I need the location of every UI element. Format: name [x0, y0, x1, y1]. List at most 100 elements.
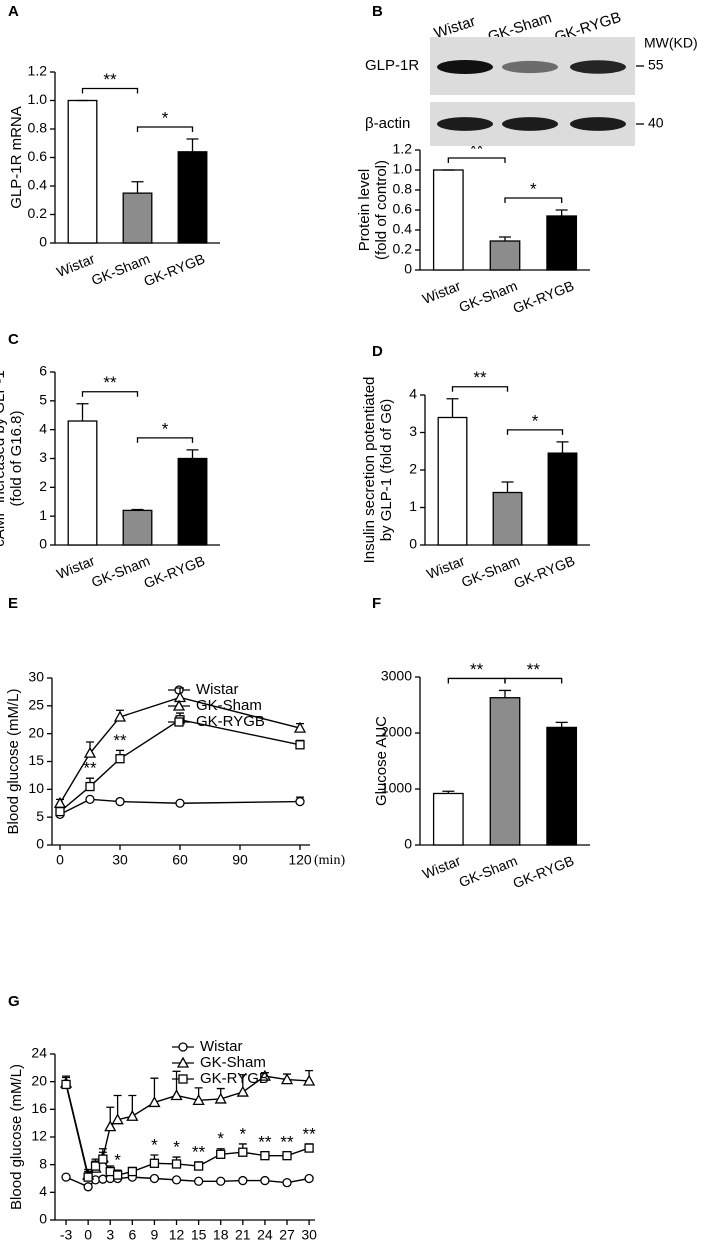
y-tick-label: 1.0: [28, 91, 48, 107]
x-tick-label: GK-Sham: [89, 552, 152, 590]
y-tick-label: 0.6: [28, 148, 48, 164]
marker: [61, 1079, 71, 1090]
significance-bracket: [506, 429, 564, 435]
bar: [122, 509, 153, 546]
y-tick-label: 25: [28, 697, 44, 713]
marker: [83, 1172, 93, 1182]
marker: [193, 1161, 204, 1171]
y-tick-label: 5: [39, 392, 47, 408]
marker: [193, 1176, 204, 1186]
bar: [177, 457, 208, 546]
y-tick-label: 1000: [381, 780, 412, 796]
significance-bracket: [504, 197, 563, 203]
error-bar: [555, 721, 568, 728]
significance-label: **: [83, 759, 97, 778]
marker: [111, 1113, 124, 1125]
y-axis-label: Blood glucose (mM/L): [5, 689, 22, 835]
panel-letter: G: [8, 993, 20, 1010]
significance-bracket: [504, 677, 563, 684]
y-axis-label: Protein level: [356, 169, 373, 252]
blot-band: [570, 117, 626, 131]
significance-bracket: [136, 437, 194, 443]
legend-marker: [176, 1056, 190, 1068]
y-tick-label: 6: [39, 363, 47, 379]
marker: [236, 1085, 249, 1097]
significance-label: *: [532, 411, 539, 430]
band-label: GLP-1R: [365, 57, 419, 74]
y-tick-label: 0: [39, 536, 47, 552]
y-tick-label: 0: [409, 536, 417, 552]
marker: [175, 798, 185, 808]
marker: [216, 1149, 226, 1159]
x-tick-label: GK-RYGB: [511, 552, 577, 591]
x-tick-label: GK-Sham: [459, 552, 522, 590]
x-axis-label: (min): [314, 853, 345, 868]
y-tick-label: 5: [36, 808, 44, 824]
marker: [304, 1143, 314, 1153]
marker: [55, 806, 65, 817]
y-tick-label: 16: [31, 1100, 47, 1116]
significance-bracket: [447, 157, 506, 163]
bar: [546, 726, 578, 846]
marker: [85, 781, 95, 792]
x-tick-label: 21: [235, 1227, 251, 1243]
bar: [489, 697, 521, 846]
significance-bracket: [136, 126, 194, 132]
marker: [104, 1120, 117, 1132]
marker: [282, 1151, 292, 1161]
marker: [214, 1092, 227, 1104]
error-bar: [131, 508, 144, 511]
y-tick-label: 1.0: [393, 161, 413, 177]
significance-label: *: [114, 1151, 121, 1170]
marker: [83, 746, 97, 758]
marker: [149, 1158, 160, 1168]
marker: [238, 1147, 248, 1157]
bar: [67, 420, 98, 546]
legend-marker: [178, 1042, 188, 1052]
bar: [547, 452, 578, 546]
significance-bracket: [81, 391, 139, 397]
bar: [122, 192, 153, 244]
significance-label: **: [302, 1124, 316, 1143]
x-tick-label: 30: [301, 1227, 317, 1243]
y-tick-label: 10: [28, 780, 44, 796]
marker: [83, 1182, 93, 1192]
marker: [216, 1176, 226, 1186]
bar: [67, 99, 98, 244]
legend-label: GK-RYGB: [200, 1070, 269, 1087]
significance-label: **: [473, 368, 487, 387]
marker: [148, 1096, 161, 1108]
marker: [304, 1173, 314, 1184]
panel-3: D 0 1 2 3 4 Insulin secretion potentiated by GL…: [361, 343, 590, 591]
y-tick-label: 0: [39, 234, 47, 250]
marker: [61, 1172, 71, 1182]
marker: [98, 1154, 108, 1164]
x-tick-label: GK-RYGB: [141, 552, 207, 591]
y-tick-label: 3: [39, 449, 47, 465]
y-tick-label: 0.6: [393, 201, 413, 217]
y-tick-label: 1: [39, 507, 47, 523]
significance-label: *: [217, 1129, 224, 1148]
marker: [115, 754, 125, 764]
y-tick-label: 0: [39, 1211, 47, 1227]
y-tick-label: 2: [409, 461, 417, 477]
x-tick-label: GK-Sham: [457, 852, 520, 890]
y-axis-label: by GLP-1 (fold of G6): [378, 399, 395, 542]
significance-label: **: [470, 660, 484, 679]
y-tick-label: 0.8: [393, 181, 413, 197]
bar: [432, 169, 464, 271]
x-tick-label: 120: [288, 852, 312, 868]
blot-band: [437, 60, 493, 74]
y-axis-label: (fold of G16.8): [8, 411, 25, 507]
marker: [149, 1173, 160, 1184]
significance-bracket: [451, 386, 509, 392]
x-tick-label: 90: [232, 852, 248, 868]
blot-band: [502, 117, 558, 131]
error-bar: [186, 138, 199, 152]
panel-2: C 0 1 2 3 4 5 6 cAMP increased by GLP-1(fold of …: [0, 331, 220, 591]
marker: [260, 1175, 270, 1186]
panel-letter: F: [372, 595, 381, 612]
y-tick-label: 0: [404, 261, 412, 277]
marker: [280, 1073, 294, 1085]
marker: [115, 796, 125, 807]
